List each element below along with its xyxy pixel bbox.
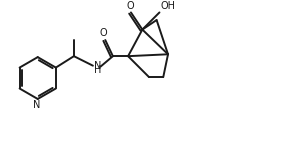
Text: O: O bbox=[126, 0, 134, 11]
Text: N: N bbox=[33, 100, 41, 110]
Text: OH: OH bbox=[160, 0, 176, 11]
Text: N: N bbox=[94, 61, 101, 71]
Text: O: O bbox=[99, 28, 107, 38]
Text: H: H bbox=[94, 65, 101, 76]
